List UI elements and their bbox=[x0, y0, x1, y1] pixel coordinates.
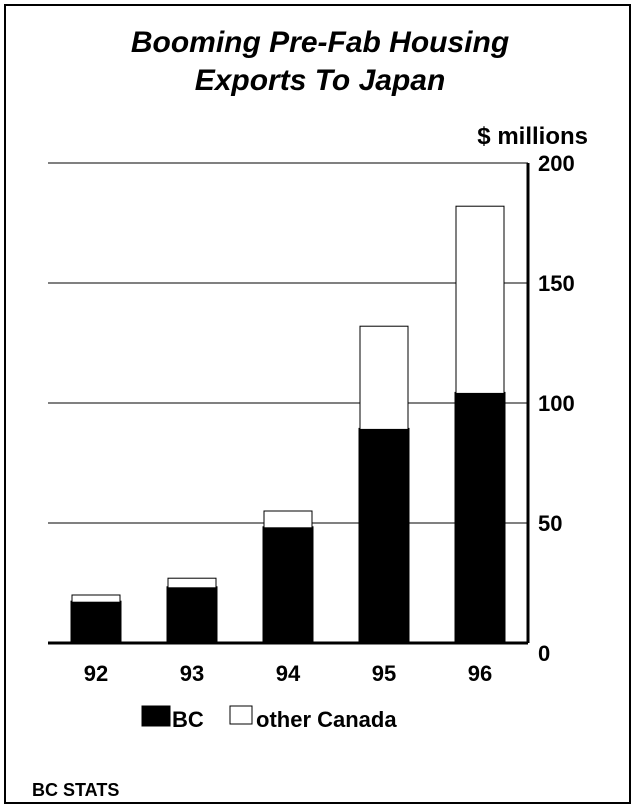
legend-swatch-bc bbox=[141, 705, 171, 727]
bar-94-bc bbox=[262, 526, 314, 645]
y-tick-labels: 0 50 100 150 200 bbox=[538, 151, 575, 666]
footer-source: BC STATS bbox=[32, 780, 119, 800]
x-tick-label-96: 96 bbox=[468, 661, 492, 686]
axes bbox=[48, 163, 530, 645]
x-tick-label-94: 94 bbox=[276, 661, 301, 686]
bar-94-other-canada bbox=[263, 510, 313, 529]
x-tick-label-92: 92 bbox=[84, 661, 108, 686]
y-tick-label-50: 50 bbox=[538, 511, 562, 536]
x-tick-labels: 92 93 94 95 96 bbox=[84, 661, 492, 686]
bar-95-bc bbox=[358, 427, 410, 645]
bar-96-other-canada bbox=[455, 205, 505, 394]
y-tick-label-200: 200 bbox=[538, 151, 575, 176]
y-tick-label-0: 0 bbox=[538, 641, 550, 666]
chart-title-line-1: Booming Pre-Fab Housing bbox=[131, 26, 509, 59]
bar-96-bc bbox=[454, 391, 506, 645]
bar-95-other-canada bbox=[359, 325, 409, 430]
bar-93-other-canada bbox=[167, 577, 217, 589]
x-tick-label-95: 95 bbox=[372, 661, 396, 686]
legend: BC other Canada bbox=[141, 705, 397, 732]
y-axis-label: $ millions bbox=[477, 123, 588, 150]
bars bbox=[70, 205, 506, 645]
legend-swatch-other-canada bbox=[229, 705, 253, 725]
legend-label-bc: BC bbox=[172, 707, 204, 732]
bar-92-bc bbox=[70, 600, 122, 645]
bar-93-bc bbox=[166, 586, 218, 645]
x-tick-label-93: 93 bbox=[180, 661, 204, 686]
legend-label-other-canada: other Canada bbox=[256, 707, 397, 732]
y-tick-label-150: 150 bbox=[538, 271, 575, 296]
chart-title-line-2: Exports To Japan bbox=[195, 64, 446, 97]
y-tick-label-100: 100 bbox=[538, 391, 575, 416]
bar-92-other-canada bbox=[71, 594, 121, 603]
